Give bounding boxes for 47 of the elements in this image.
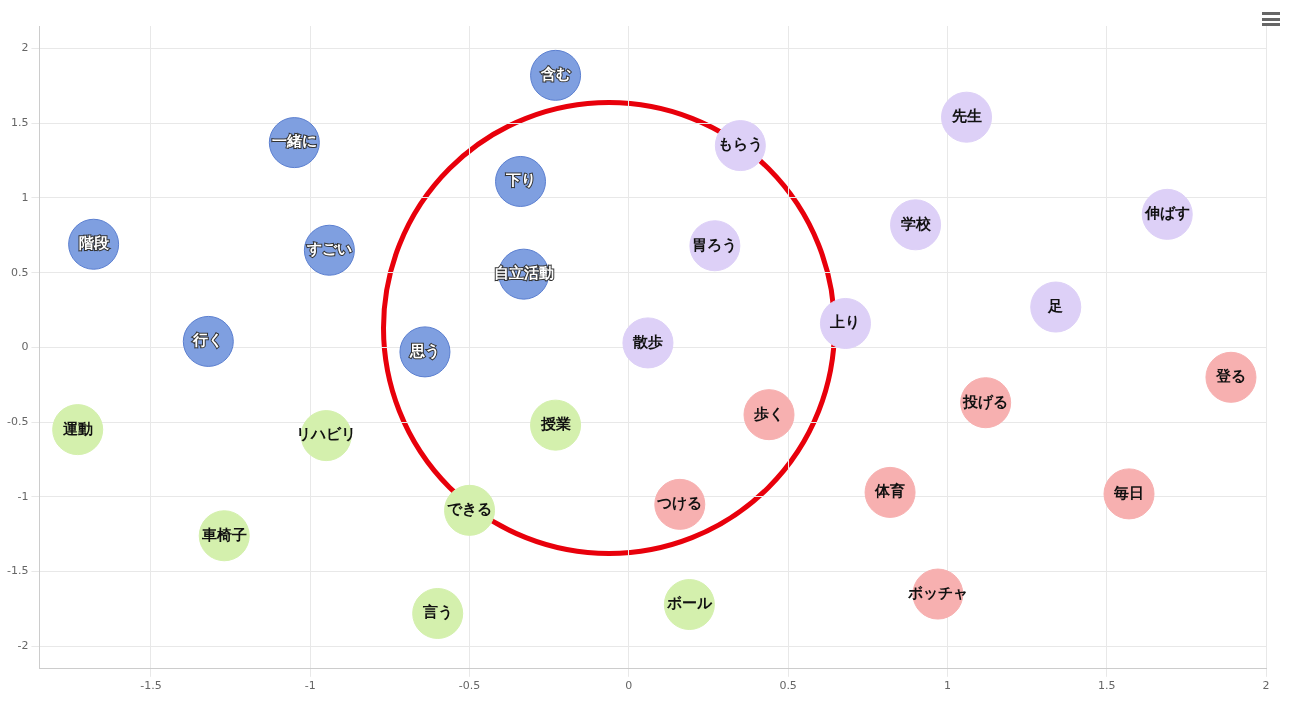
y-tick-label: 0 — [21, 340, 29, 354]
data-label: 足 — [1047, 296, 1064, 315]
data-label: もらう — [717, 135, 763, 154]
data-label: 投げる — [962, 392, 1009, 411]
y-tick-label: -1.5 — [6, 564, 29, 578]
y-tick-label: -1 — [17, 489, 29, 503]
y-tick-label: -0.5 — [6, 415, 29, 428]
data-label: 思う — [408, 341, 440, 360]
x-tick-label: -1.5 — [140, 679, 162, 693]
data-label: 伸ばす — [1143, 204, 1190, 223]
data-label: 歩く — [753, 404, 785, 423]
data-label: 毎日 — [1113, 483, 1145, 502]
data-label: ボール — [665, 594, 713, 613]
data-label: 散歩 — [631, 332, 663, 351]
data-label: 一緒に — [271, 132, 317, 151]
data-label: 含む — [539, 65, 571, 84]
y-tick-label: 1 — [21, 190, 29, 204]
data-label: 上り — [829, 313, 861, 332]
x-tick-label: -1 — [304, 679, 316, 693]
x-tick-label: 1.5 — [1097, 679, 1116, 693]
data-label: リハビリ — [296, 425, 357, 444]
y-tick-label: 1.5 — [10, 116, 29, 130]
data-label: 体育 — [874, 482, 906, 501]
x-tick-label: 0.5 — [779, 679, 797, 693]
x-tick-label: 1 — [943, 679, 951, 693]
x-tick-label: -0.5 — [458, 679, 481, 693]
y-tick-label: 0.5 — [10, 265, 29, 279]
data-label: 授業 — [539, 415, 571, 434]
point — [1030, 281, 1082, 333]
y-tick-label: -2 — [17, 639, 29, 653]
data-label: 学校 — [900, 214, 932, 233]
data-label: 先生 — [950, 107, 982, 126]
data-label: 階段 — [78, 234, 110, 253]
data-label: 言う — [421, 603, 453, 622]
data-label: すごい — [305, 240, 352, 259]
data-label: 行く — [192, 331, 224, 350]
x-tick-label: 2 — [1262, 679, 1270, 693]
data-label: できる — [447, 500, 493, 519]
data-label: 下り — [504, 171, 536, 190]
x-tick-label: 0 — [625, 679, 633, 693]
data-label: 運動 — [61, 419, 93, 438]
y-tick-label: 2 — [21, 41, 29, 55]
data-label: 車椅子 — [200, 525, 247, 544]
data-label: 胃ろう — [692, 235, 738, 254]
data-label: 登る — [1214, 367, 1246, 386]
data-label: つける — [656, 494, 703, 513]
data-label: ボッチャ — [906, 583, 968, 602]
